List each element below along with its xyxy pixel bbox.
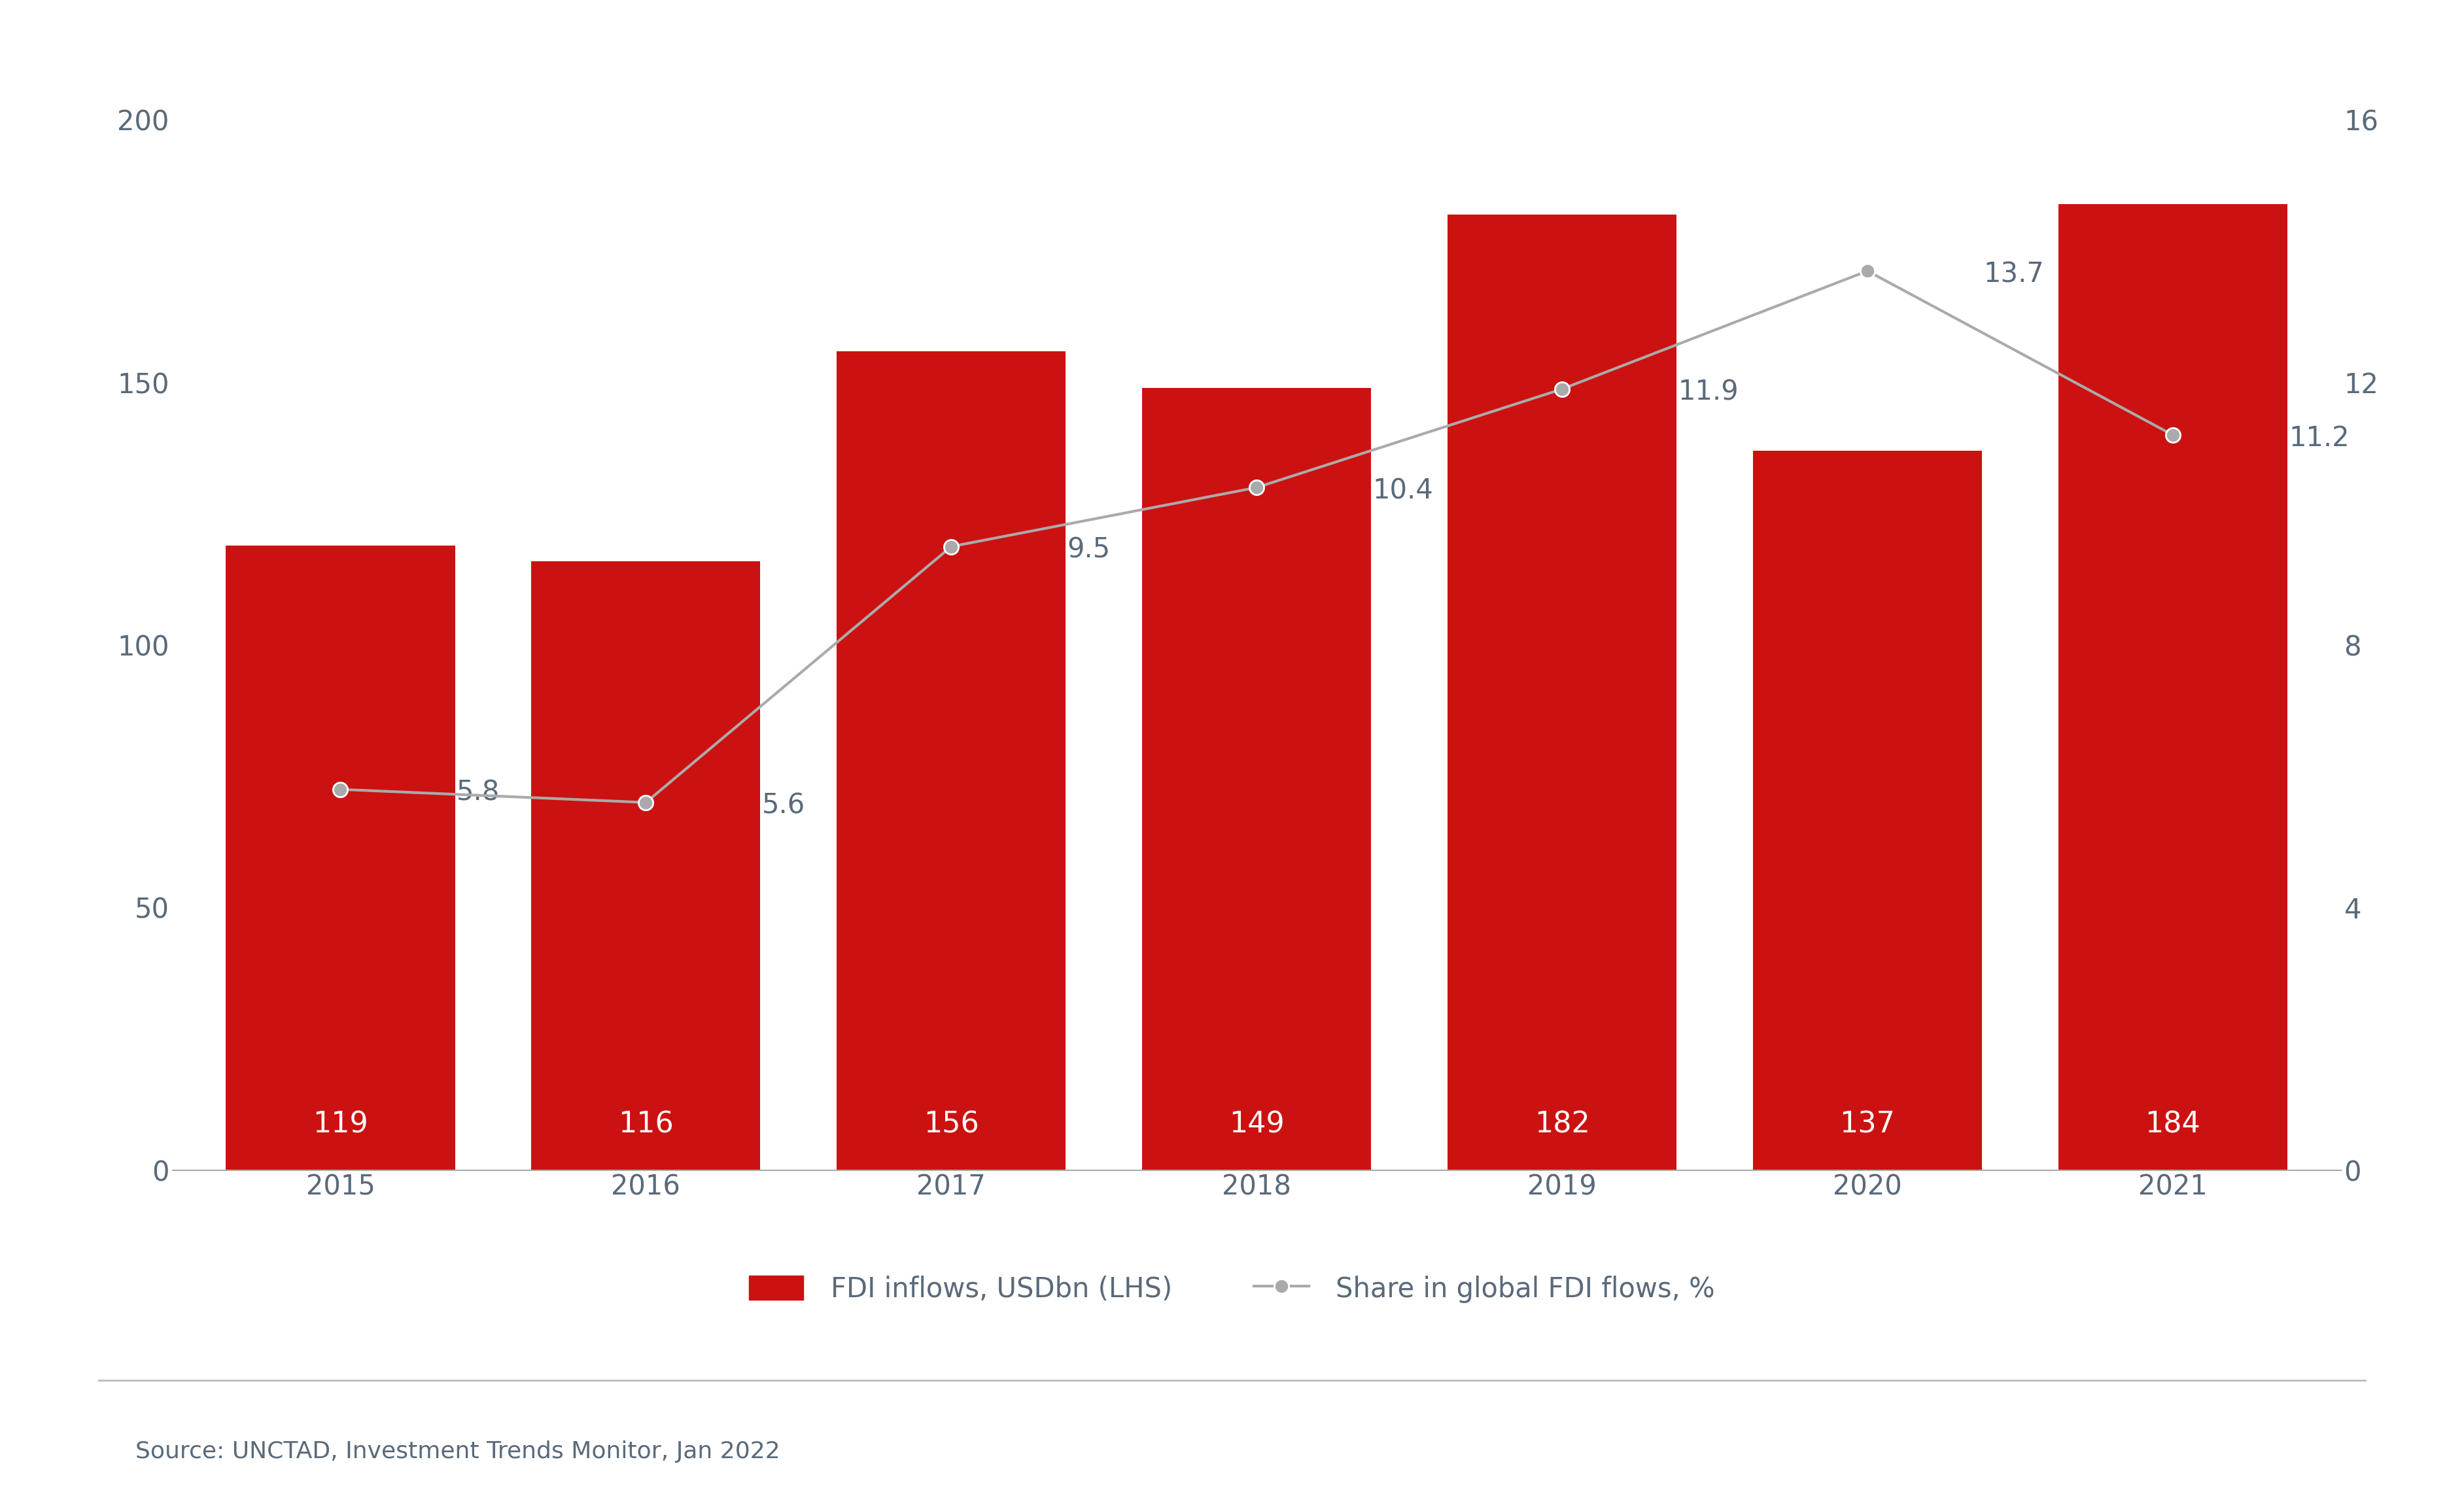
Bar bbox=[227, 546, 456, 1170]
Text: 137: 137 bbox=[1841, 1110, 1895, 1138]
Legend: FDI inflows, USDbn (LHS), Share in global FDI flows, %: FDI inflows, USDbn (LHS), Share in globa… bbox=[739, 1264, 1725, 1314]
Text: 5.8: 5.8 bbox=[456, 778, 500, 807]
Bar bbox=[1752, 452, 1981, 1170]
Text: 11.9: 11.9 bbox=[1678, 378, 1740, 407]
Text: 11.2: 11.2 bbox=[2289, 424, 2351, 452]
Bar bbox=[1446, 215, 1676, 1170]
Text: 184: 184 bbox=[2146, 1110, 2200, 1138]
Text: 119: 119 bbox=[313, 1110, 367, 1138]
Bar bbox=[2057, 204, 2287, 1170]
Text: 149: 149 bbox=[1230, 1110, 1284, 1138]
Text: 5.6: 5.6 bbox=[761, 792, 806, 819]
Bar bbox=[838, 351, 1067, 1170]
Bar bbox=[532, 561, 761, 1170]
Text: 10.4: 10.4 bbox=[1372, 477, 1434, 504]
Text: Source: UNCTAD, Investment Trends Monitor, Jan 2022: Source: UNCTAD, Investment Trends Monito… bbox=[136, 1440, 781, 1462]
Text: 116: 116 bbox=[618, 1110, 673, 1138]
Text: 9.5: 9.5 bbox=[1067, 536, 1111, 564]
Text: 182: 182 bbox=[1535, 1110, 1589, 1138]
Text: 13.7: 13.7 bbox=[1984, 261, 2045, 288]
Text: 156: 156 bbox=[924, 1110, 978, 1138]
Bar bbox=[1143, 389, 1370, 1170]
